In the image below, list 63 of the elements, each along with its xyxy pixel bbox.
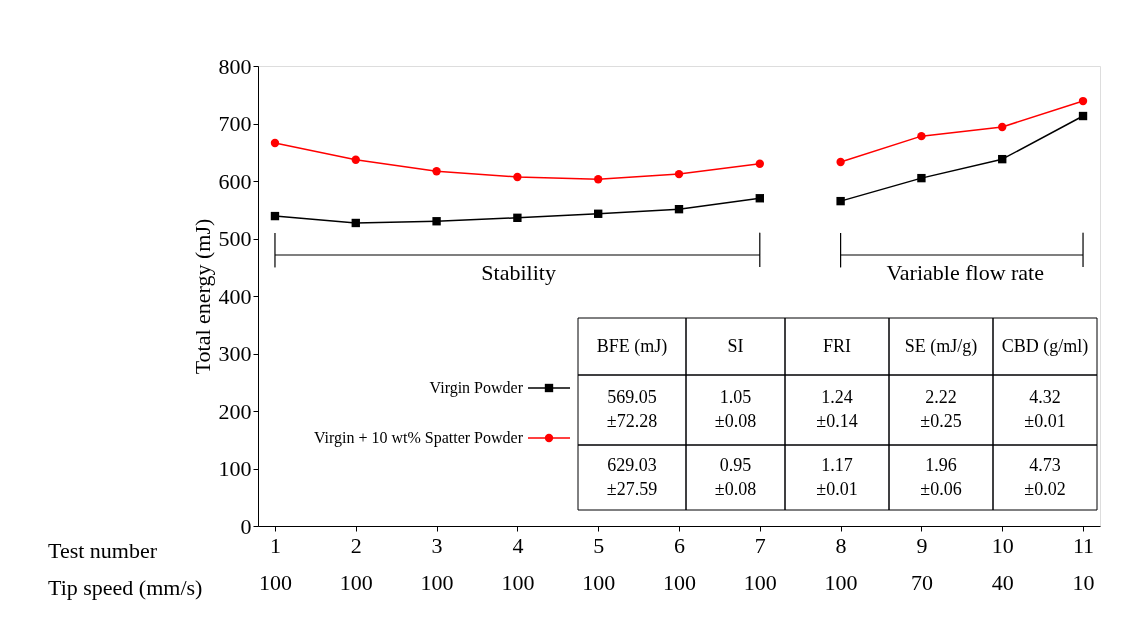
point — [432, 167, 441, 176]
x-tick-label: 4 100 — [501, 532, 535, 595]
x-tick-label: 8 100 — [824, 532, 858, 595]
x-tick-label: 6 100 — [663, 532, 696, 595]
point — [998, 154, 1007, 164]
annotation: 1.96 ±0.06 — [920, 454, 962, 499]
annotation: 1.05 ±0.08 — [714, 387, 757, 431]
x-axis-title: Test number Tip speed (mm/s) — [48, 538, 203, 600]
annotation: 4.73 ±0.02 — [1024, 454, 1066, 499]
point — [594, 209, 603, 218]
point — [432, 217, 441, 226]
point — [674, 204, 684, 214]
x-tick-label: 10 40 — [991, 532, 1014, 595]
annotation: SE (mJ/g) — [904, 335, 978, 357]
annotation: SI — [727, 335, 744, 356]
point — [755, 159, 764, 168]
point — [513, 172, 522, 182]
annotation: 1.17 ±0.01 — [816, 454, 858, 499]
y-tick-label: 300 — [218, 341, 252, 366]
annotation: 2.22 ±0.25 — [920, 387, 962, 431]
point — [917, 131, 926, 141]
y-tick-label: 800 — [218, 53, 252, 79]
y-tick-label: 600 — [218, 168, 252, 194]
annotation: 4.32 ±0.01 — [1024, 387, 1066, 431]
point — [917, 173, 926, 183]
legend-label: Virgin + 10 wt% Spatter Powder — [313, 429, 524, 447]
point — [836, 157, 845, 167]
point — [594, 175, 603, 184]
point — [674, 169, 684, 179]
annotation: BFE (mJ) — [596, 335, 668, 357]
x-tick-label: 7 100 — [743, 532, 777, 595]
annotation: 0.95 ±0.08 — [714, 454, 757, 499]
point — [351, 218, 360, 228]
point — [1078, 111, 1088, 121]
point — [351, 155, 360, 164]
point — [270, 138, 280, 148]
y-tick-label: 100 — [218, 456, 252, 481]
point — [1078, 96, 1088, 106]
point — [755, 194, 764, 203]
point — [513, 213, 522, 222]
x-tick-label: 11 10 — [1072, 532, 1095, 595]
y-tick-label: 700 — [218, 111, 252, 136]
x-tick-label: 2 100 — [339, 532, 373, 595]
x-tick-label: 9 70 — [910, 532, 933, 595]
annotation: 569.05 ±72.28 — [606, 387, 658, 431]
point — [270, 211, 280, 221]
y-tick-label: 500 — [218, 226, 252, 251]
x-tick-label: 3 100 — [420, 532, 454, 595]
annotation: 1.24 ±0.14 — [816, 387, 858, 431]
annotation: Variable flow rate — [886, 260, 1044, 285]
y-tick-label: 200 — [218, 398, 252, 424]
x-tick-label: 5 100 — [582, 532, 616, 595]
annotation: Stability — [481, 260, 556, 285]
annotation: FRI — [822, 335, 852, 356]
y-tick-label: 400 — [218, 283, 252, 309]
y-tick-label: 0 — [240, 513, 252, 539]
legend-label: Virgin Powder — [429, 379, 524, 397]
annotation: 629.03 ±27.59 — [606, 454, 658, 499]
annotation: CBD (g/ml) — [1001, 335, 1089, 357]
point — [998, 122, 1007, 132]
y-axis-title: Total energy (mJ) — [189, 218, 215, 375]
point — [836, 196, 845, 206]
x-tick-label: 1 100 — [258, 532, 292, 595]
